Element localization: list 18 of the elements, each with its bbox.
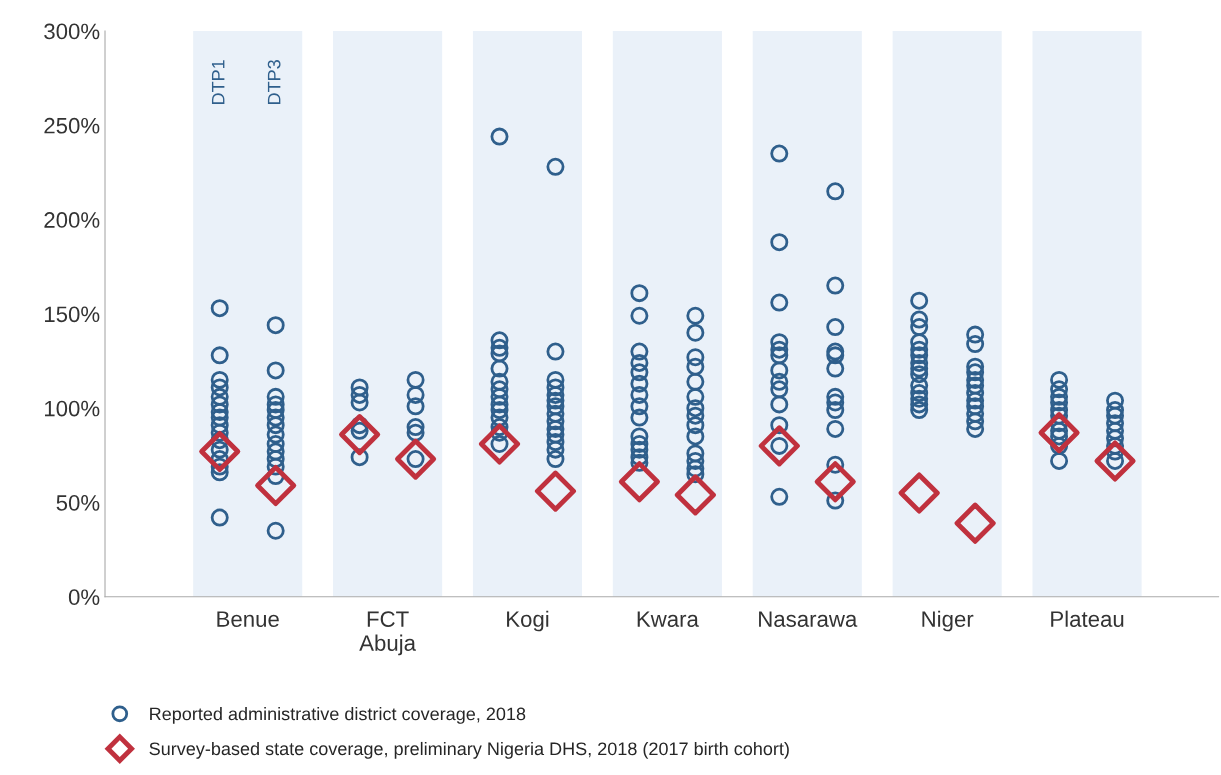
x-tick-label: Niger xyxy=(922,610,974,632)
y-tick-label: 250% xyxy=(44,117,100,134)
y-tick-label: 0% xyxy=(68,589,100,606)
legend-label: Survey-based state coverage, preliminary Nigeria DHS, 2018 (2017 birth cohort) xyxy=(149,741,789,759)
x-tick-label: Plateau xyxy=(1051,610,1124,627)
y-tick-label: 150% xyxy=(45,306,100,323)
x-tick-label: Kogi xyxy=(507,610,549,632)
y-tick-label: 300% xyxy=(44,23,100,40)
y-tick-label: 100% xyxy=(45,400,100,417)
legend-label: Reported administrative district coverage, 2018 xyxy=(150,707,526,724)
y-tick-label: 200% xyxy=(44,212,100,228)
y-tick-label: 50% xyxy=(56,494,100,511)
x-tick-label: Benue xyxy=(217,611,279,627)
annotation: DTP3 xyxy=(267,60,281,104)
x-tick-label: Kwara xyxy=(637,611,699,627)
x-tick-label: FCT Abuja xyxy=(359,611,417,656)
annotation: DTP1 xyxy=(211,60,225,104)
x-tick-label: Nasarawa xyxy=(759,611,858,627)
